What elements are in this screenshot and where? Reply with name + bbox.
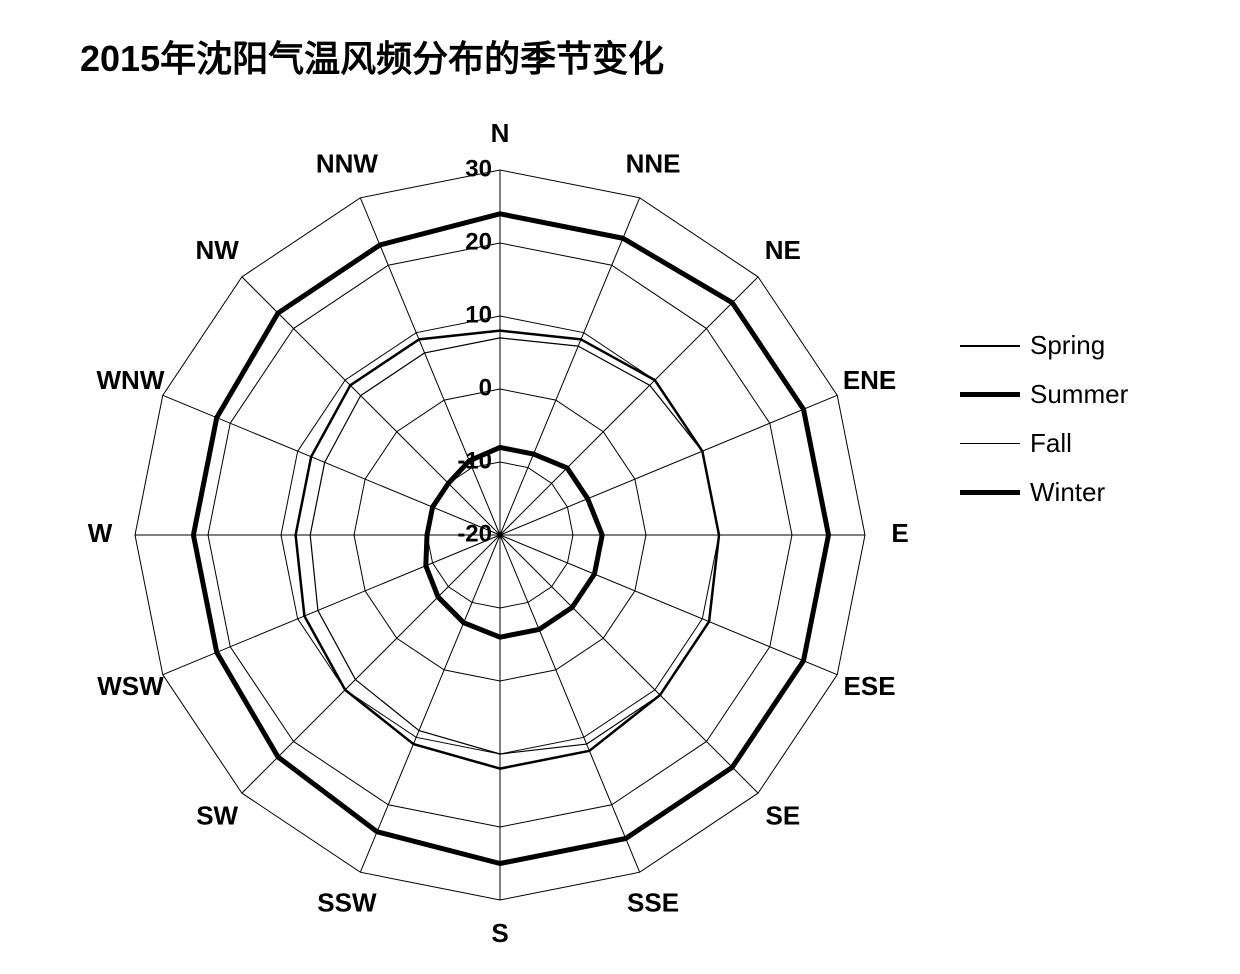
legend-item-summer: Summer bbox=[960, 379, 1128, 410]
radial-tick-label: 0 bbox=[479, 374, 492, 401]
legend-swatch-spring bbox=[960, 345, 1020, 347]
legend-label-fall: Fall bbox=[1030, 428, 1072, 459]
direction-label: SSW bbox=[317, 887, 377, 917]
legend-label-winter: Winter bbox=[1030, 477, 1105, 508]
grid-spoke bbox=[500, 198, 640, 535]
grid-spoke bbox=[500, 535, 640, 872]
direction-label: N bbox=[491, 118, 510, 148]
radial-tick-label: 10 bbox=[465, 301, 492, 328]
legend-swatch-summer bbox=[960, 392, 1020, 397]
legend: Spring Summer Fall Winter bbox=[960, 330, 1128, 508]
series-fall bbox=[310, 338, 719, 754]
grid-spoke bbox=[360, 535, 500, 872]
radial-tick-label: -20 bbox=[457, 520, 492, 547]
grid-spoke bbox=[242, 535, 500, 793]
legend-swatch-fall bbox=[960, 443, 1020, 444]
direction-label: NNE bbox=[626, 148, 681, 178]
grid-spoke bbox=[500, 535, 758, 793]
series-spring bbox=[296, 331, 719, 769]
legend-item-winter: Winter bbox=[960, 477, 1128, 508]
legend-item-fall: Fall bbox=[960, 428, 1128, 459]
direction-label: W bbox=[88, 518, 113, 548]
direction-label: SE bbox=[765, 801, 800, 831]
legend-label-summer: Summer bbox=[1030, 379, 1128, 410]
direction-label: ESE bbox=[844, 671, 896, 701]
grid-spoke bbox=[500, 535, 837, 675]
direction-label: E bbox=[891, 518, 908, 548]
grid-spoke bbox=[500, 277, 758, 535]
direction-label: NNW bbox=[316, 148, 379, 178]
legend-label-spring: Spring bbox=[1030, 330, 1105, 361]
radar-chart: NNNENEENEEESESESSESSSWSWWSWWWNWNWNNW-20-… bbox=[60, 95, 940, 974]
direction-label: ENE bbox=[843, 365, 896, 395]
radial-tick-label: 20 bbox=[465, 228, 492, 255]
grid-spoke bbox=[500, 395, 837, 535]
direction-label: WSW bbox=[97, 671, 164, 701]
direction-label: NE bbox=[765, 235, 801, 265]
direction-label: SW bbox=[196, 801, 238, 831]
series-winter bbox=[426, 447, 602, 637]
direction-label: NW bbox=[195, 235, 239, 265]
direction-label: WNW bbox=[97, 365, 165, 395]
chart-title: 2015年沈阳气温风频分布的季节变化 bbox=[80, 30, 664, 82]
grid-spoke bbox=[163, 395, 500, 535]
direction-label: SSE bbox=[627, 887, 679, 917]
grid-spoke bbox=[242, 277, 500, 535]
legend-item-spring: Spring bbox=[960, 330, 1128, 361]
legend-swatch-winter bbox=[960, 490, 1020, 495]
radial-tick-label: 30 bbox=[465, 155, 492, 182]
direction-label: S bbox=[491, 918, 508, 948]
